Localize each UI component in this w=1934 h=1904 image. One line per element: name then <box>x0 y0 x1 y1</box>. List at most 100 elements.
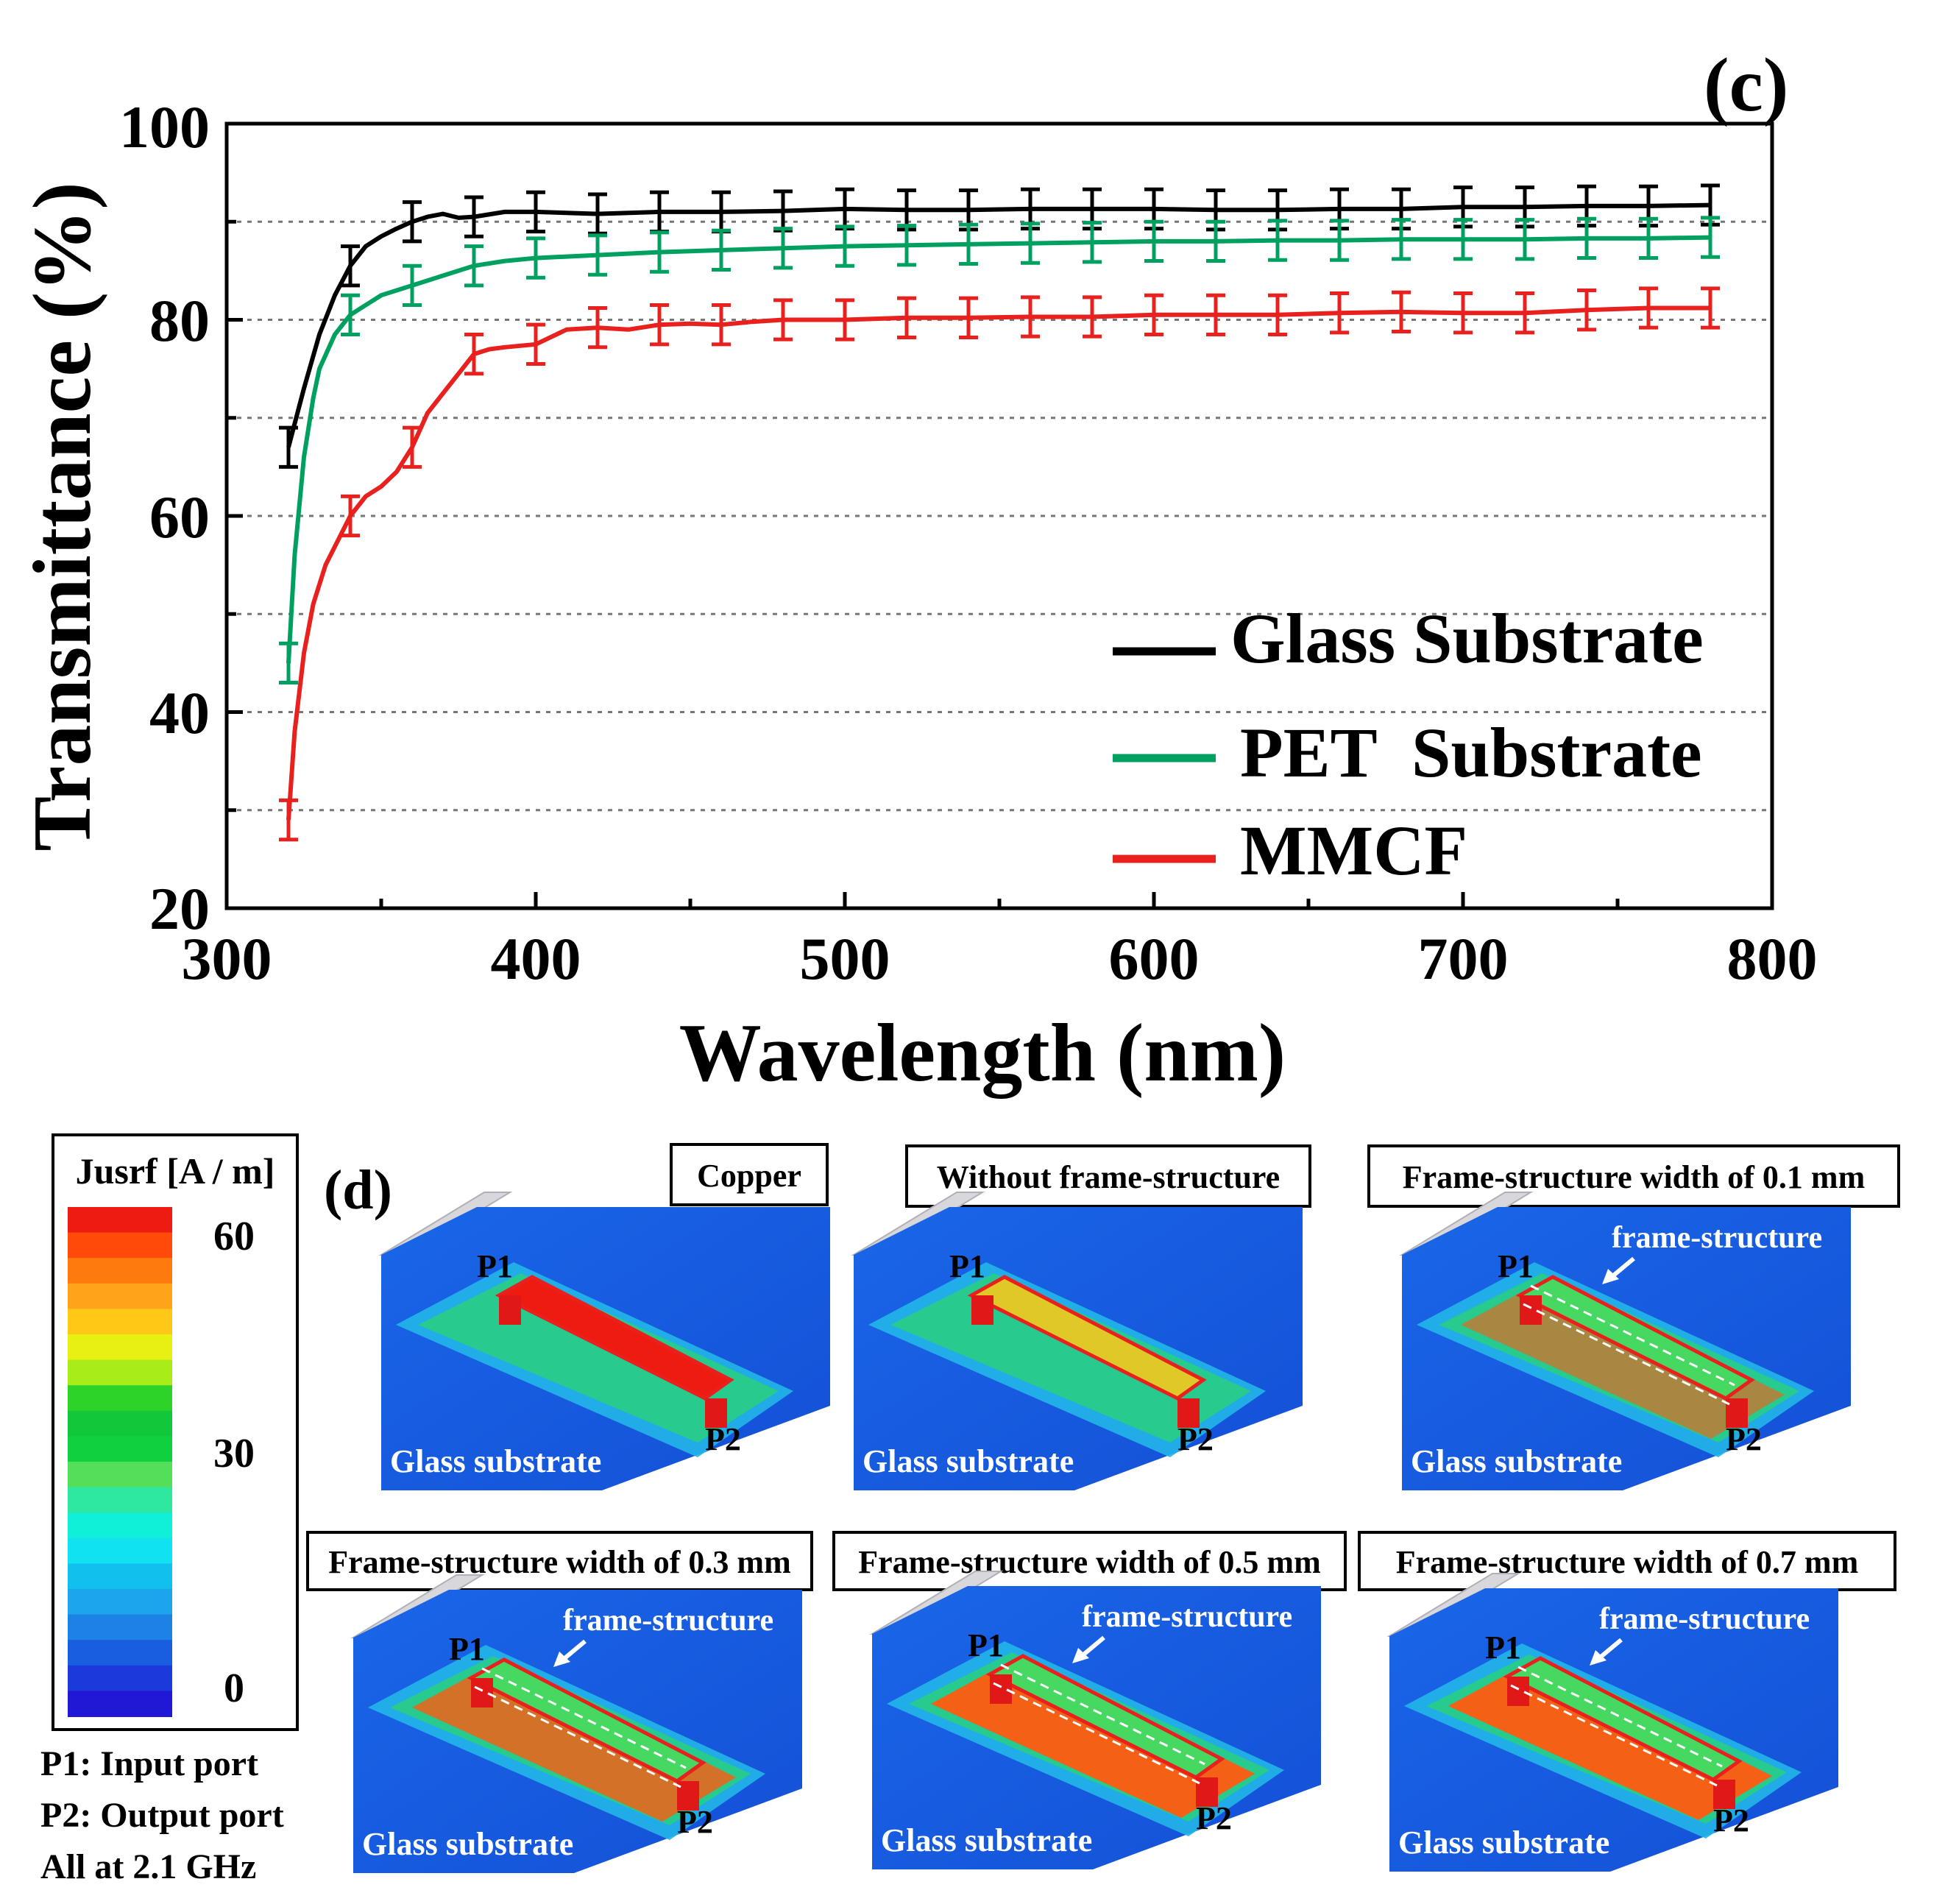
x-tick-label: 300 <box>182 925 272 992</box>
frame-arrow-head <box>1072 1648 1089 1663</box>
port-label-p1: P1 <box>949 1248 985 1284</box>
error-bar <box>464 332 484 376</box>
sim-title-box <box>1358 1531 1896 1591</box>
y-tick-label: 80 <box>149 287 210 354</box>
port-block-2 <box>705 1398 727 1428</box>
sim-panel-3: Frame-structure width of 0.1 mm frame-str… <box>1367 1144 1900 1490</box>
note-input-port: P1: Input port <box>40 1744 258 1783</box>
error-bar <box>835 224 854 268</box>
sim-title: Copper <box>697 1158 801 1194</box>
x-axis-label: Wavelength (nm) <box>679 1008 1286 1099</box>
error-bar <box>403 200 422 244</box>
y-tick-label: 100 <box>119 93 210 160</box>
legend-label-pet: PET Substrate <box>1240 713 1702 792</box>
port-block-1 <box>971 1295 993 1325</box>
frame-dash-bottom <box>1523 1303 1730 1406</box>
note-frequency: All at 2.1 GHz <box>40 1847 256 1886</box>
port-label-p2: P2 <box>1726 1421 1762 1457</box>
port-label-p2: P2 <box>705 1421 741 1457</box>
colorbar-swatch <box>68 1691 172 1717</box>
error-bar <box>464 244 484 288</box>
error-bar <box>712 228 731 272</box>
error-bar <box>897 224 916 267</box>
sim-title-box <box>1367 1144 1900 1208</box>
frame-arrow-head <box>553 1652 570 1667</box>
colorbar-swatch <box>68 1512 172 1539</box>
error-bar <box>1577 289 1596 332</box>
sim-title-box <box>670 1143 829 1206</box>
port-block-1 <box>471 1678 493 1707</box>
microstrip-trace <box>985 1654 1225 1780</box>
port-block-1 <box>1520 1295 1542 1325</box>
error-bar <box>1144 293 1163 336</box>
colorbar-swatch <box>68 1487 172 1514</box>
frame-arrow-head <box>1590 1650 1607 1666</box>
axis-ticks <box>224 121 1774 910</box>
colorbar-swatch <box>68 1309 172 1335</box>
sim-title-box <box>832 1531 1347 1591</box>
colorbar-swatch <box>68 1359 172 1387</box>
microstrip-trace <box>495 1275 734 1401</box>
error-bar <box>773 227 793 270</box>
frame-dash-top <box>1000 1663 1205 1766</box>
error-bar <box>712 303 731 347</box>
error-bar <box>959 296 978 339</box>
sim-title: Without frame-structure <box>937 1159 1280 1195</box>
error-bar <box>526 236 545 280</box>
error-bar <box>341 293 360 336</box>
error-bar <box>403 263 422 308</box>
legend-label-glass: Glass Substrate <box>1230 599 1704 678</box>
colorbar-swatch <box>68 1665 172 1692</box>
sim-title: Frame-structure width of 0.3 mm <box>328 1544 790 1580</box>
series-line-2 <box>286 305 1710 821</box>
panel-c-label: (c) <box>1704 43 1788 127</box>
port-block-2 <box>1177 1398 1200 1428</box>
error-bar <box>1392 290 1411 333</box>
port-label-p2: P2 <box>1196 1800 1232 1836</box>
error-bar <box>959 222 978 266</box>
panel-d-label: (d) <box>324 1159 392 1221</box>
colorbar-title: Jusrf [A / m] <box>76 1150 275 1192</box>
x-tick-label: 600 <box>1109 925 1200 992</box>
colorbar-tick-30: 30 <box>213 1431 255 1476</box>
error-bar <box>341 244 360 288</box>
frame-dash-bottom <box>1510 1684 1718 1787</box>
transmittance-chart: (c) 300 400 500 600 700 800 20 40 60 80 … <box>17 43 1818 1099</box>
error-bar <box>464 195 484 238</box>
colorbar-swatch <box>68 1334 172 1361</box>
error-bar <box>1577 216 1596 261</box>
sim-title: Frame-structure width of 0.7 mm <box>1396 1544 1858 1580</box>
port-label-p2: P2 <box>677 1804 713 1840</box>
colorbar-swatch <box>68 1537 172 1565</box>
error-bars <box>279 183 1720 842</box>
microstrip-trace <box>1503 1656 1743 1782</box>
legend-label-mmcf: MMCF <box>1240 811 1467 890</box>
error-bar <box>279 425 298 469</box>
error-bar <box>279 798 298 842</box>
y-tick-labels: 20 40 60 80 100 <box>119 93 210 942</box>
colorbar-swatch <box>68 1232 172 1259</box>
error-bar <box>773 298 793 341</box>
frame-dash-top <box>481 1667 687 1769</box>
error-bar <box>1268 293 1287 336</box>
frame-dash-top <box>1517 1666 1723 1768</box>
error-bar <box>1701 286 1720 330</box>
x-tick-label: 400 <box>491 925 581 992</box>
colorbar-swatch <box>68 1410 172 1437</box>
colorbar-tick-60: 60 <box>213 1214 255 1259</box>
port-label-p1: P1 <box>449 1631 485 1667</box>
y-tick-label: 20 <box>149 875 210 942</box>
error-bar <box>279 641 298 685</box>
error-bar <box>1453 218 1473 261</box>
colorbar-swatch <box>68 1436 172 1462</box>
error-bar <box>1083 221 1102 264</box>
colorbar-swatch <box>68 1589 172 1615</box>
glass-substrate-label: Glass substrate <box>1398 1825 1609 1861</box>
colorbar-swatch <box>68 1563 172 1590</box>
note-output-port: P2: Output port <box>40 1796 284 1835</box>
x-tick-labels: 300 400 500 600 700 800 <box>182 925 1818 992</box>
frame-dash-bottom <box>474 1685 681 1788</box>
error-bar <box>588 233 607 277</box>
error-bar <box>526 322 545 366</box>
microstrip-trace <box>1515 1275 1755 1401</box>
